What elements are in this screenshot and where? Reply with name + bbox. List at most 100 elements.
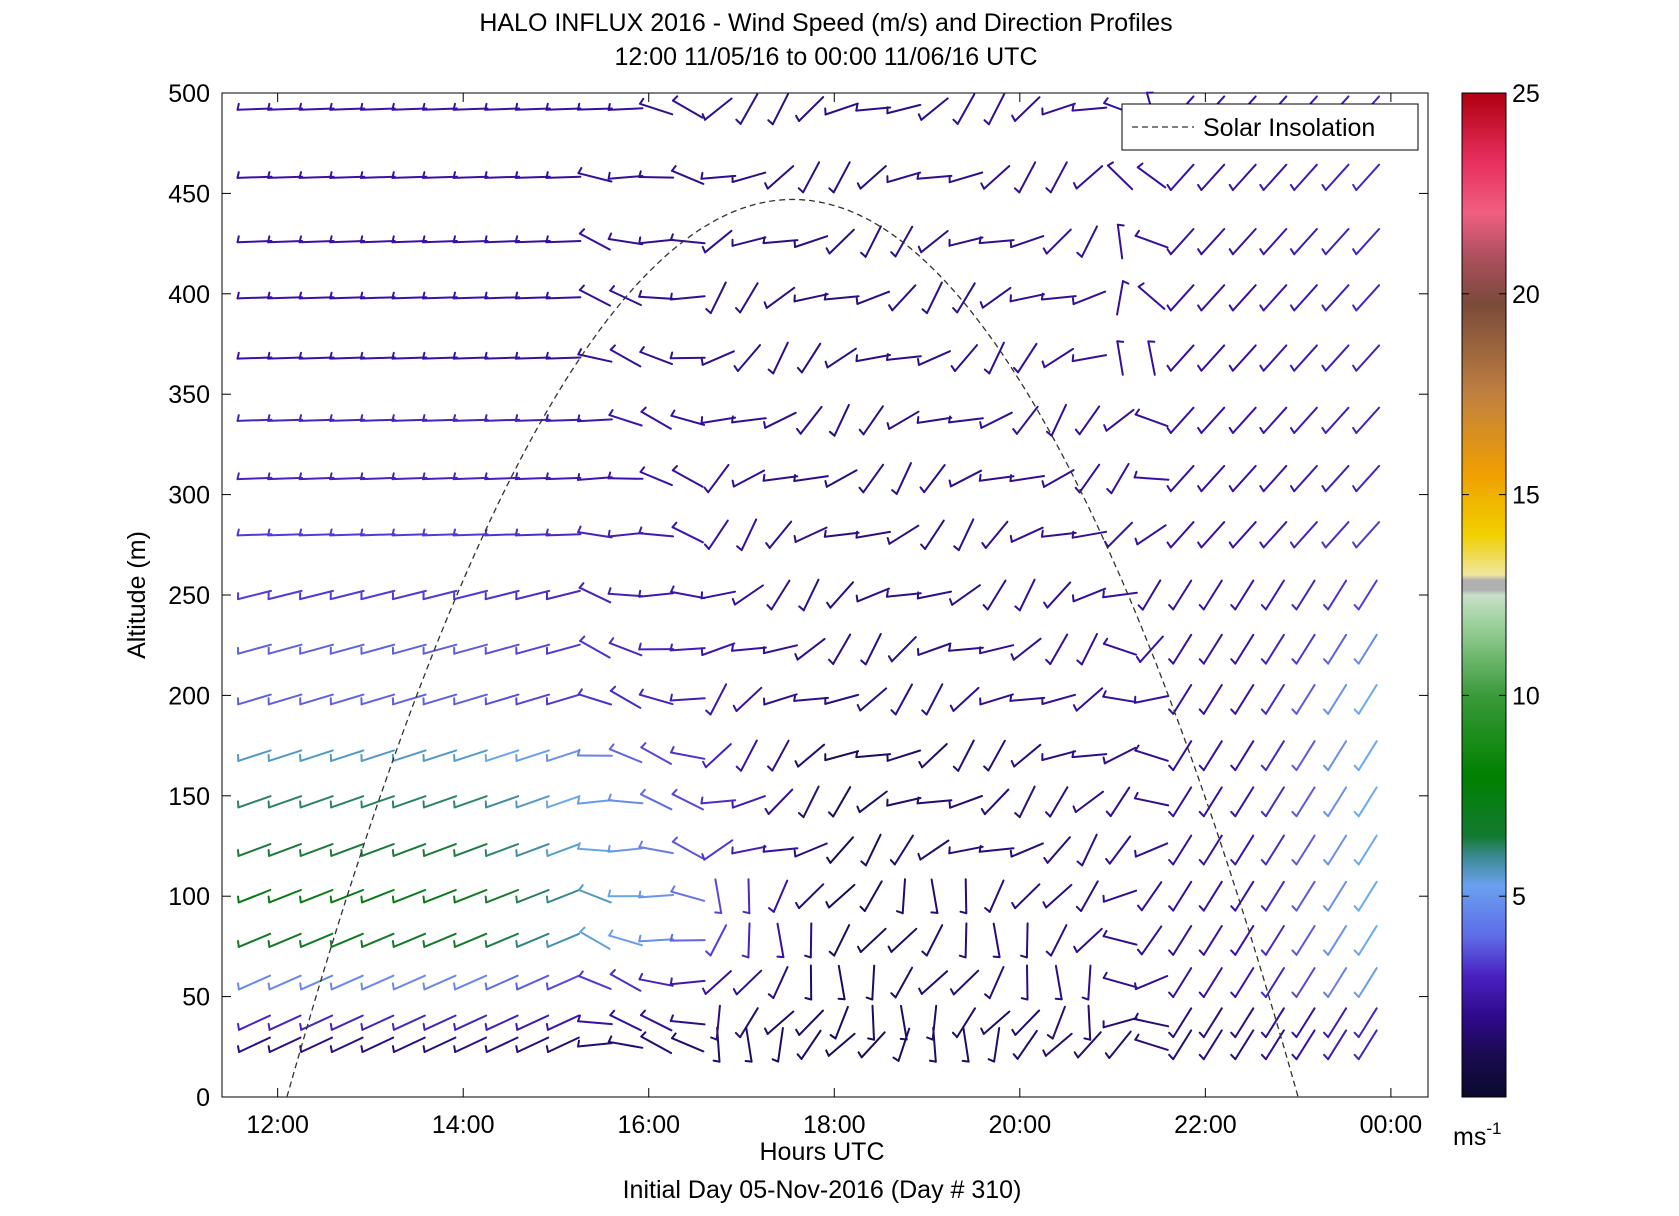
wind-barb: [1102, 1017, 1138, 1029]
wind-barb: [1198, 880, 1223, 912]
wind-barb: [887, 636, 917, 663]
wind-barb: [267, 1014, 302, 1031]
wind-barb: [1012, 405, 1039, 435]
wind-barb: [422, 1036, 457, 1053]
wind-barb: [767, 966, 789, 999]
wind-barb: [887, 927, 918, 953]
wind-barb: [734, 1007, 759, 1039]
wind-barb: [1289, 521, 1318, 549]
wind-barb: [671, 1032, 705, 1053]
wind-barb: [671, 788, 704, 811]
wind-barb: [984, 966, 1005, 1000]
wind-barb: [237, 749, 272, 762]
wind-barb: [236, 171, 273, 179]
wind-barb: [1228, 406, 1257, 434]
wind-barb: [329, 643, 365, 655]
wind-barb: [515, 889, 550, 904]
wind-barb: [298, 414, 335, 422]
wind-barb: [299, 843, 334, 857]
wind-barb: [796, 342, 822, 374]
wind-barb: [1071, 587, 1107, 603]
wind-barb: [1228, 228, 1257, 256]
wind-barb: [762, 844, 799, 853]
wind-barb: [920, 519, 945, 550]
wind-barb: [1291, 880, 1316, 912]
wind-barb: [577, 1039, 613, 1048]
colorbar: 5 10 15 20 25 ms-1: [1453, 80, 1540, 1151]
wind-barb: [1291, 633, 1316, 665]
wind-barb: [1045, 633, 1069, 665]
wind-barb: [452, 351, 489, 360]
wind-barb: [865, 964, 876, 1001]
wind-barb: [484, 843, 520, 857]
wind-barb: [1041, 469, 1075, 488]
wind-barb: [1041, 102, 1076, 116]
wind-barb: [1197, 406, 1226, 434]
wind-barb: [1009, 842, 1044, 858]
wind-barb: [267, 643, 303, 655]
wind-barb: [700, 416, 737, 424]
wind-barb: [545, 589, 581, 601]
wind-barb: [1353, 1007, 1378, 1039]
wind-barb: [1260, 1007, 1285, 1039]
wind-barb: [1353, 633, 1378, 665]
wind-barb: [700, 796, 737, 805]
wind-barb: [1228, 521, 1257, 549]
wind-barb: [858, 405, 884, 436]
wind-barb: [764, 1010, 795, 1035]
wind-barb: [1260, 880, 1285, 912]
wind-barb: [577, 796, 613, 805]
wind-barb: [823, 292, 860, 301]
wind-barb: [359, 102, 396, 111]
wind-barb: [638, 890, 675, 899]
wind-barb: [422, 1014, 457, 1031]
wind-barb: [1323, 684, 1348, 715]
wind-barb: [1042, 228, 1072, 255]
wind-barb: [1260, 925, 1285, 956]
wind-barb: [1106, 462, 1130, 495]
wind-barb: [545, 472, 582, 481]
wind-barb: [329, 235, 366, 244]
wind-barb: [826, 581, 854, 609]
wind-barb: [735, 282, 759, 314]
wind-barb: [795, 1009, 824, 1036]
wind-barb: [732, 686, 763, 712]
colorbar-tick-label: 15: [1512, 482, 1540, 510]
wind-barb: [981, 520, 1009, 549]
wind-barb: [1042, 883, 1073, 909]
wind-barb: [607, 471, 644, 480]
wind-barb: [484, 528, 521, 537]
plot-area: [221, 92, 1429, 1098]
wind-barb: [1259, 406, 1288, 434]
wind-barb: [1009, 526, 1044, 543]
wind-barb: [1289, 344, 1318, 372]
wind-barb: [329, 351, 366, 360]
x-tick-label: 14:00: [432, 1111, 495, 1139]
wind-barb: [860, 225, 882, 258]
wind-barb: [1228, 284, 1257, 312]
wind-barb: [514, 171, 551, 179]
wind-barb: [329, 749, 365, 762]
wind-barb: [1352, 228, 1381, 256]
wind-barb: [1353, 786, 1378, 818]
wind-barb: [329, 974, 364, 991]
wind-barb: [731, 469, 765, 488]
solar-insolation-curve: [286, 198, 1299, 1098]
wind-barb: [1116, 223, 1125, 260]
wind-barb: [422, 795, 458, 809]
wind-barb: [514, 102, 551, 111]
wind-barb: [391, 528, 428, 537]
y-axis-label: Altitude (m): [123, 531, 151, 659]
wind-barb: [453, 749, 488, 762]
wind-barb: [1041, 693, 1077, 705]
wind-barb: [579, 635, 611, 659]
x-tick-label: 22:00: [1174, 1111, 1237, 1139]
wind-barb: [1010, 743, 1042, 768]
wind-barb: [890, 966, 914, 999]
wind-barb: [299, 693, 334, 706]
wind-barb: [731, 795, 766, 809]
wind-barb: [391, 589, 427, 601]
wind-barb: [829, 1005, 849, 1040]
wind-barb: [1289, 464, 1318, 493]
wind-barb: [453, 974, 488, 991]
